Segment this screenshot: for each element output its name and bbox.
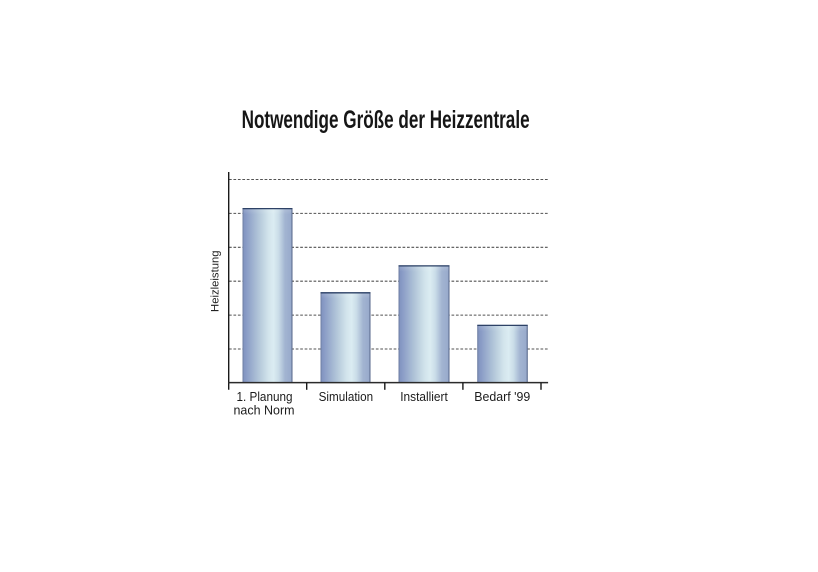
svg-text:Heizleistung: Heizleistung xyxy=(210,250,222,312)
svg-text:Notwendige Größe der Heizzentr: Notwendige Größe der Heizzentrale xyxy=(242,106,530,134)
svg-text:Bedarf '99: Bedarf '99 xyxy=(474,389,530,404)
svg-text:Installiert: Installiert xyxy=(400,389,448,404)
svg-text:nach Norm: nach Norm xyxy=(234,402,295,417)
svg-text:1. Planung: 1. Planung xyxy=(237,389,293,404)
svg-text:Simulation: Simulation xyxy=(319,389,374,404)
